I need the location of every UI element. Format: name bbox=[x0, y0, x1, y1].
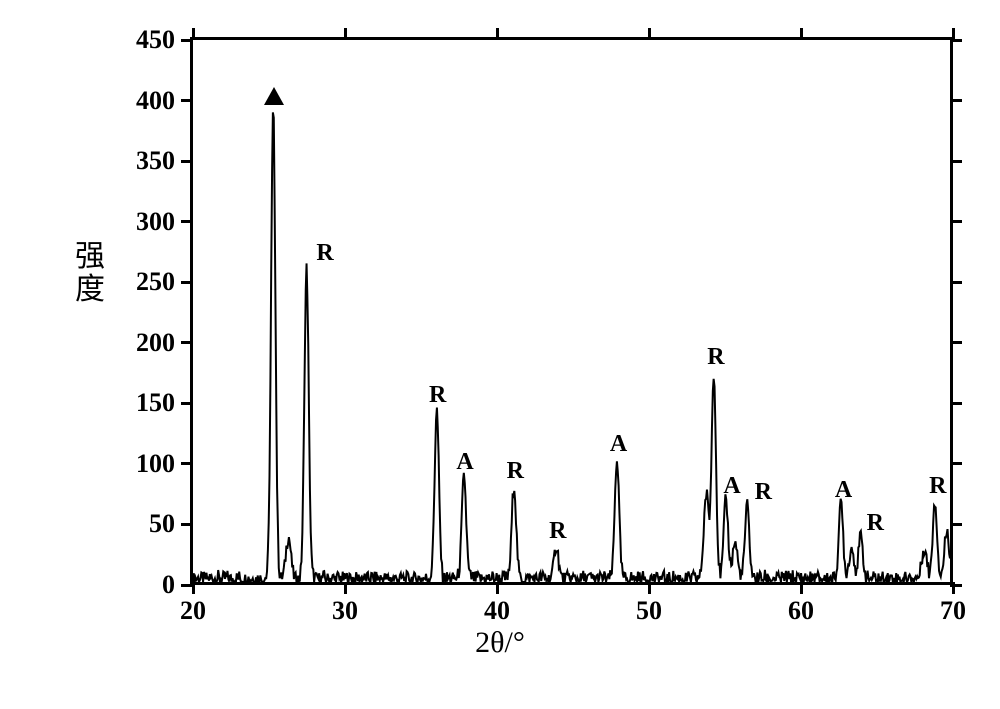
y-tick bbox=[181, 281, 193, 284]
y-tick-label: 300 bbox=[136, 207, 175, 237]
xrd-chart: 强 度 0 50 100 150 200 250 300 350 400 450 20 30 40 50 6… bbox=[60, 10, 940, 660]
y-tick-label: 50 bbox=[149, 509, 175, 539]
x-axis-label: 2θ/° bbox=[60, 626, 940, 660]
y-tick-label: 250 bbox=[136, 267, 175, 297]
x-tick bbox=[192, 28, 195, 40]
trace-path bbox=[193, 112, 950, 582]
x-tick bbox=[952, 28, 955, 40]
y-tick bbox=[181, 220, 193, 223]
y-tick-label: 350 bbox=[136, 146, 175, 176]
peak-label-r: R bbox=[707, 344, 724, 371]
peak-label-r: R bbox=[549, 518, 566, 545]
peak-label-r: R bbox=[755, 479, 772, 506]
y-tick-label: 150 bbox=[136, 388, 175, 418]
peak-marker-triangle bbox=[264, 87, 284, 105]
x-tick-label: 30 bbox=[332, 596, 358, 626]
y-tick bbox=[950, 160, 962, 163]
peak-label-r: R bbox=[867, 510, 884, 537]
y-tick-label: 100 bbox=[136, 449, 175, 479]
peak-label-r: R bbox=[316, 240, 333, 267]
y-label-char-2: 度 bbox=[75, 273, 105, 306]
x-tick-label: 70 bbox=[940, 596, 966, 626]
y-tick-label: 0 bbox=[162, 570, 175, 600]
x-tick-label: 40 bbox=[484, 596, 510, 626]
x-tick bbox=[648, 28, 651, 40]
x-tick bbox=[952, 582, 955, 594]
y-tick bbox=[181, 462, 193, 465]
peak-label-r: R bbox=[429, 382, 446, 409]
y-tick bbox=[181, 99, 193, 102]
y-tick bbox=[950, 523, 962, 526]
y-tick bbox=[950, 462, 962, 465]
y-tick bbox=[950, 220, 962, 223]
y-tick bbox=[181, 523, 193, 526]
y-tick bbox=[950, 281, 962, 284]
x-tick-label: 50 bbox=[636, 596, 662, 626]
peak-label-a: A bbox=[835, 477, 852, 504]
y-tick bbox=[950, 402, 962, 405]
x-tick bbox=[648, 582, 651, 594]
peak-label-a: A bbox=[610, 431, 627, 458]
x-tick bbox=[800, 28, 803, 40]
plot-area: 050100150200250300350400450203040506070R… bbox=[190, 40, 950, 585]
y-tick-label: 450 bbox=[136, 25, 175, 55]
x-tick bbox=[800, 582, 803, 594]
x-tick bbox=[496, 28, 499, 40]
peak-label-r: R bbox=[929, 473, 946, 500]
x-tick bbox=[344, 28, 347, 40]
peak-label-a: A bbox=[723, 473, 740, 500]
x-tick bbox=[344, 582, 347, 594]
y-tick bbox=[181, 402, 193, 405]
y-axis-label: 强 度 bbox=[70, 240, 110, 306]
y-tick bbox=[950, 39, 962, 42]
x-tick bbox=[192, 582, 195, 594]
y-tick bbox=[950, 341, 962, 344]
x-tick-label: 60 bbox=[788, 596, 814, 626]
y-tick-label: 200 bbox=[136, 328, 175, 358]
y-tick-label: 400 bbox=[136, 86, 175, 116]
peak-label-a: A bbox=[456, 449, 473, 476]
y-label-char-1: 强 bbox=[75, 240, 105, 273]
y-tick bbox=[181, 341, 193, 344]
x-tick-label: 20 bbox=[180, 596, 206, 626]
peak-label-r: R bbox=[507, 458, 524, 485]
x-tick bbox=[496, 582, 499, 594]
y-tick bbox=[950, 99, 962, 102]
y-tick bbox=[181, 160, 193, 163]
